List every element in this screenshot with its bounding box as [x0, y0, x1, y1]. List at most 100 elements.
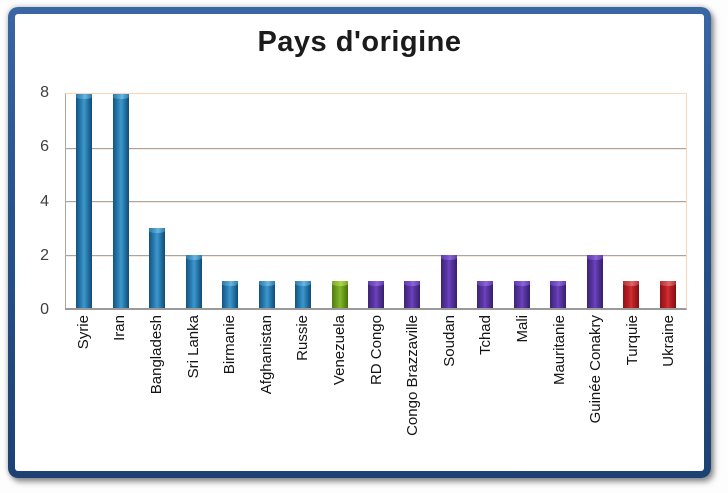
- category-label: Afghanistan: [257, 315, 275, 395]
- category-label-slot: Tchad: [468, 315, 505, 467]
- bar-rd-congo: [367, 281, 384, 308]
- category-label-slot: Russie: [285, 315, 322, 467]
- bar-top-cap: [440, 254, 457, 260]
- category-label: RD Congo: [367, 315, 385, 386]
- category-label: Iran: [111, 315, 129, 341]
- bars-row: [66, 94, 686, 308]
- bar-guin-e-conakry: [586, 254, 603, 308]
- category-label-slot: Afghanistan: [248, 315, 285, 467]
- category-label-slot: RD Congo: [358, 315, 395, 467]
- bar-congo-brazzaville: [404, 281, 421, 308]
- bar-top-cap: [659, 281, 676, 287]
- bar-syrie: [76, 94, 93, 308]
- bar-slot: [613, 94, 649, 308]
- bar-slot: [102, 94, 138, 308]
- category-label: Mali: [513, 315, 531, 343]
- bar-top-cap: [477, 281, 494, 287]
- category-label: Turquie: [623, 315, 641, 366]
- category-label-slot: Birmanie: [211, 315, 248, 467]
- bar-top-cap: [295, 281, 312, 287]
- category-label-slot: Ukraine: [651, 315, 688, 467]
- bar-top-cap: [76, 94, 93, 99]
- bar-slot: [285, 94, 321, 308]
- bar-slot: [321, 94, 357, 308]
- bar-slot: [540, 94, 576, 308]
- category-label: Guinée Conakry: [587, 315, 605, 424]
- category-label: Russie: [294, 315, 312, 361]
- category-label: Ukraine: [660, 315, 678, 367]
- bar-slot: [175, 94, 211, 308]
- bar-tchad: [477, 281, 494, 308]
- category-label-slot: Mali: [504, 315, 541, 467]
- category-label-slot: Turquie: [614, 315, 651, 467]
- bar-slot: [577, 94, 613, 308]
- bar-top-cap: [258, 281, 275, 287]
- y-axis-tick-label: 0: [40, 301, 49, 318]
- y-axis: 0 2 4 6 8: [15, 84, 57, 318]
- category-label-slot: Soudan: [431, 315, 468, 467]
- bar-slot: [212, 94, 248, 308]
- chart-frame: Pays d'origine 0 2 4 6 8 Syrie Iran Bangladesh…: [8, 7, 711, 478]
- bar-ukraine: [659, 281, 676, 308]
- category-label: Bangladesh: [147, 315, 165, 395]
- gridline: [66, 201, 686, 202]
- bar-slot: [66, 94, 102, 308]
- bar-slot: [248, 94, 284, 308]
- bar-top-cap: [185, 254, 202, 260]
- chart-background: Pays d'origine 0 2 4 6 8 Syrie Iran Bangladesh…: [15, 14, 704, 471]
- category-label-slot: Guinée Conakry: [577, 315, 614, 467]
- bar-top-cap: [550, 281, 567, 287]
- bar-top-cap: [623, 281, 640, 287]
- category-label-slot: Venezuela: [321, 315, 358, 467]
- y-axis-tick-label: 2: [40, 246, 49, 264]
- category-label-slot: Bangladesh: [138, 315, 175, 467]
- bar-iran: [112, 94, 129, 308]
- bar-soudan: [440, 254, 457, 308]
- bar-top-cap: [586, 254, 603, 260]
- bar-slot: [394, 94, 430, 308]
- bar-mali: [513, 281, 530, 308]
- bar-slot: [139, 94, 175, 308]
- chart-title: Pays d'origine: [257, 26, 462, 58]
- bar-slot: [431, 94, 467, 308]
- bar-top-cap: [222, 281, 239, 287]
- category-labels-row: Syrie Iran Bangladesh Sri Lanka Birmanie Afgh…: [65, 315, 687, 467]
- bar-top-cap: [367, 281, 384, 287]
- category-label: Soudan: [440, 315, 458, 367]
- gridline: [66, 254, 686, 256]
- bar-top-cap: [331, 281, 348, 287]
- y-axis-tick-label: 8: [40, 84, 49, 101]
- bar-top-cap: [149, 227, 166, 233]
- bar-slot: [650, 94, 686, 308]
- bar-bangladesh: [149, 227, 166, 308]
- bar-afghanistan: [258, 281, 275, 308]
- category-label-slot: Syrie: [65, 315, 102, 467]
- bar-turquie: [623, 281, 640, 308]
- category-label-slot: Mauritanie: [541, 315, 578, 467]
- category-label: Sri Lanka: [184, 315, 202, 379]
- gridline: [66, 147, 686, 149]
- plot-area: [65, 93, 687, 310]
- bar-slot: [504, 94, 540, 308]
- category-label: Tchad: [477, 315, 495, 356]
- category-label-slot: Sri Lanka: [175, 315, 212, 467]
- y-axis-tick-label: 4: [40, 192, 49, 210]
- bar-venezuela: [331, 281, 348, 308]
- category-label: Congo Brazzaville: [404, 315, 422, 436]
- category-label-slot: Iran: [102, 315, 139, 467]
- bar-top-cap: [513, 281, 530, 287]
- category-label: Syrie: [74, 315, 92, 350]
- bar-slot: [467, 94, 503, 308]
- bar-top-cap: [112, 94, 129, 99]
- category-label-slot: Congo Brazzaville: [394, 315, 431, 467]
- category-label: Birmanie: [221, 315, 239, 375]
- bar-birmanie: [222, 281, 239, 308]
- bar-slot: [358, 94, 394, 308]
- bar-mauritanie: [550, 281, 567, 308]
- bar-sri-lanka: [185, 254, 202, 308]
- category-label: Mauritanie: [550, 315, 568, 386]
- category-label: Venezuela: [330, 315, 348, 386]
- bar-top-cap: [404, 281, 421, 287]
- y-axis-tick-label: 6: [40, 138, 49, 156]
